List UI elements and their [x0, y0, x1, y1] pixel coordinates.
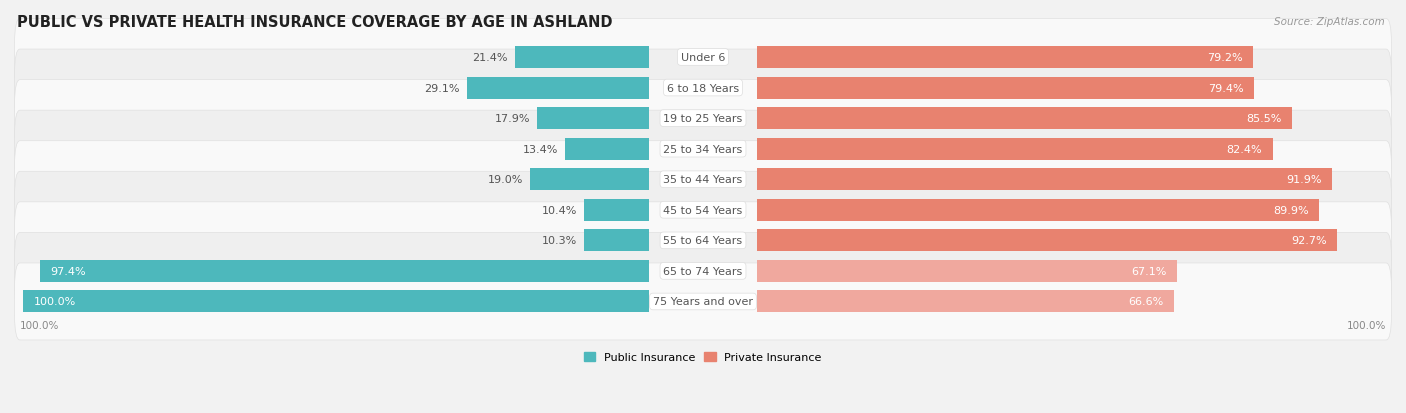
- Bar: [758, 291, 1174, 313]
- Bar: [515, 47, 648, 69]
- Bar: [39, 260, 648, 282]
- Bar: [758, 199, 1319, 221]
- Text: 67.1%: 67.1%: [1132, 266, 1167, 276]
- Bar: [758, 169, 1331, 191]
- Bar: [758, 47, 1253, 69]
- FancyBboxPatch shape: [14, 50, 1392, 127]
- Text: 19.0%: 19.0%: [488, 175, 523, 185]
- Text: 25 to 34 Years: 25 to 34 Years: [664, 144, 742, 154]
- FancyBboxPatch shape: [14, 111, 1392, 188]
- Text: 79.2%: 79.2%: [1206, 53, 1243, 63]
- FancyBboxPatch shape: [14, 81, 1392, 157]
- Text: 82.4%: 82.4%: [1226, 144, 1263, 154]
- Text: 19 to 25 Years: 19 to 25 Years: [664, 114, 742, 124]
- FancyBboxPatch shape: [14, 202, 1392, 279]
- Bar: [565, 138, 648, 160]
- Text: 85.5%: 85.5%: [1246, 114, 1282, 124]
- Text: 97.4%: 97.4%: [49, 266, 86, 276]
- Text: 29.1%: 29.1%: [425, 83, 460, 93]
- Text: 55 to 64 Years: 55 to 64 Years: [664, 236, 742, 246]
- Text: 10.4%: 10.4%: [541, 205, 576, 215]
- Bar: [758, 108, 1292, 130]
- Text: Source: ZipAtlas.com: Source: ZipAtlas.com: [1274, 17, 1385, 26]
- Text: 100.0%: 100.0%: [20, 320, 59, 331]
- Bar: [537, 108, 648, 130]
- Bar: [758, 77, 1254, 99]
- Text: 65 to 74 Years: 65 to 74 Years: [664, 266, 742, 276]
- Text: 6 to 18 Years: 6 to 18 Years: [666, 83, 740, 93]
- Text: 75 Years and over: 75 Years and over: [652, 297, 754, 307]
- FancyBboxPatch shape: [14, 263, 1392, 340]
- Bar: [758, 230, 1337, 252]
- Text: 100.0%: 100.0%: [34, 297, 76, 307]
- Text: 89.9%: 89.9%: [1274, 205, 1309, 215]
- Bar: [758, 260, 1177, 282]
- Bar: [530, 169, 648, 191]
- Text: PUBLIC VS PRIVATE HEALTH INSURANCE COVERAGE BY AGE IN ASHLAND: PUBLIC VS PRIVATE HEALTH INSURANCE COVER…: [17, 15, 612, 30]
- FancyBboxPatch shape: [14, 233, 1392, 310]
- Text: 45 to 54 Years: 45 to 54 Years: [664, 205, 742, 215]
- Text: 10.3%: 10.3%: [543, 236, 578, 246]
- FancyBboxPatch shape: [14, 141, 1392, 218]
- Text: 17.9%: 17.9%: [495, 114, 530, 124]
- Bar: [24, 291, 648, 313]
- FancyBboxPatch shape: [14, 19, 1392, 96]
- Text: 13.4%: 13.4%: [523, 144, 558, 154]
- Text: 66.6%: 66.6%: [1129, 297, 1164, 307]
- Bar: [467, 77, 648, 99]
- Text: 21.4%: 21.4%: [472, 53, 508, 63]
- Text: 92.7%: 92.7%: [1291, 236, 1327, 246]
- Text: Under 6: Under 6: [681, 53, 725, 63]
- Bar: [758, 138, 1272, 160]
- Text: 91.9%: 91.9%: [1286, 175, 1322, 185]
- Bar: [583, 199, 648, 221]
- FancyBboxPatch shape: [14, 172, 1392, 249]
- Bar: [585, 230, 648, 252]
- Legend: Public Insurance, Private Insurance: Public Insurance, Private Insurance: [579, 348, 827, 367]
- Text: 79.4%: 79.4%: [1208, 83, 1243, 93]
- Text: 35 to 44 Years: 35 to 44 Years: [664, 175, 742, 185]
- Text: 100.0%: 100.0%: [1347, 320, 1386, 331]
